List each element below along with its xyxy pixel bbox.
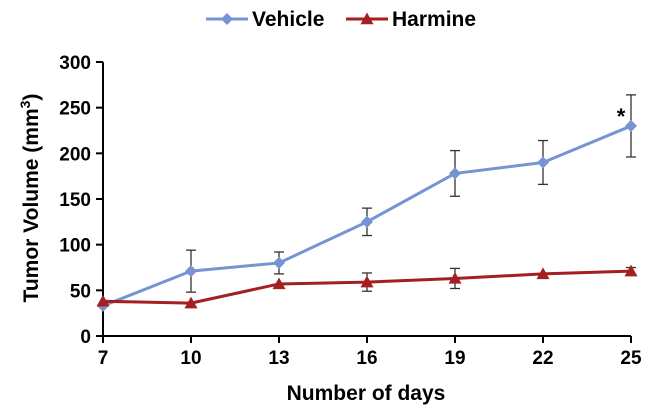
y-tick-label: 50 [70,281,91,302]
x-tick-label: 25 [620,348,642,369]
data-point-vehicle [361,215,373,228]
error-bars [186,94,636,293]
data-point-vehicle [625,119,637,132]
data-point-harmine [184,296,198,309]
y-tick-label: 0 [80,327,91,348]
y-tick-label: 300 [59,53,91,74]
legend: Vehicle Harmine [206,8,476,31]
legend-marker [221,13,233,25]
legend-item-harmine: Harmine [346,8,476,31]
x-tick-label: 16 [356,348,377,369]
x-tick-label: 22 [532,348,553,369]
y-axis: 0 50 100 150 200 250 300 [59,53,104,348]
data-point-vehicle [273,256,285,269]
series-markers [96,119,638,312]
significance-asterisk: * [617,104,626,129]
data-point-harmine [536,267,550,280]
data-point-vehicle [185,265,197,278]
x-axis-title: Number of days [287,382,446,405]
data-point-harmine [624,264,638,277]
legend-marker [360,12,374,25]
y-tick-label: 150 [59,190,91,211]
y-tick-label: 200 [59,144,91,165]
legend-item-vehicle: Vehicle [206,8,324,31]
y-axis-title-superscript: 3 [17,100,33,108]
y-tick-label: 100 [59,236,91,257]
x-tick-label: 10 [180,348,201,369]
x-tick-label: 19 [444,348,465,369]
annotations: * [617,104,626,129]
y-axis-title: Tumor Volume (mm3) [17,94,43,303]
y-axis-title-close: ) [20,94,43,101]
data-point-harmine [448,271,462,284]
data-point-vehicle [537,156,549,169]
legend-label: Harmine [392,8,476,31]
data-point-harmine [272,277,286,290]
data-point-vehicle [449,167,461,180]
data-point-harmine [360,275,374,288]
legend-label: Vehicle [252,8,324,31]
y-tick-label: 250 [59,99,91,120]
x-axis: 7 10 13 16 19 22 25 [98,335,642,369]
x-tick-label: 13 [268,348,289,369]
y-axis-title-main: Tumor Volume (mm [20,108,43,302]
x-tick-label: 7 [98,348,109,369]
data-point-harmine [96,294,110,307]
